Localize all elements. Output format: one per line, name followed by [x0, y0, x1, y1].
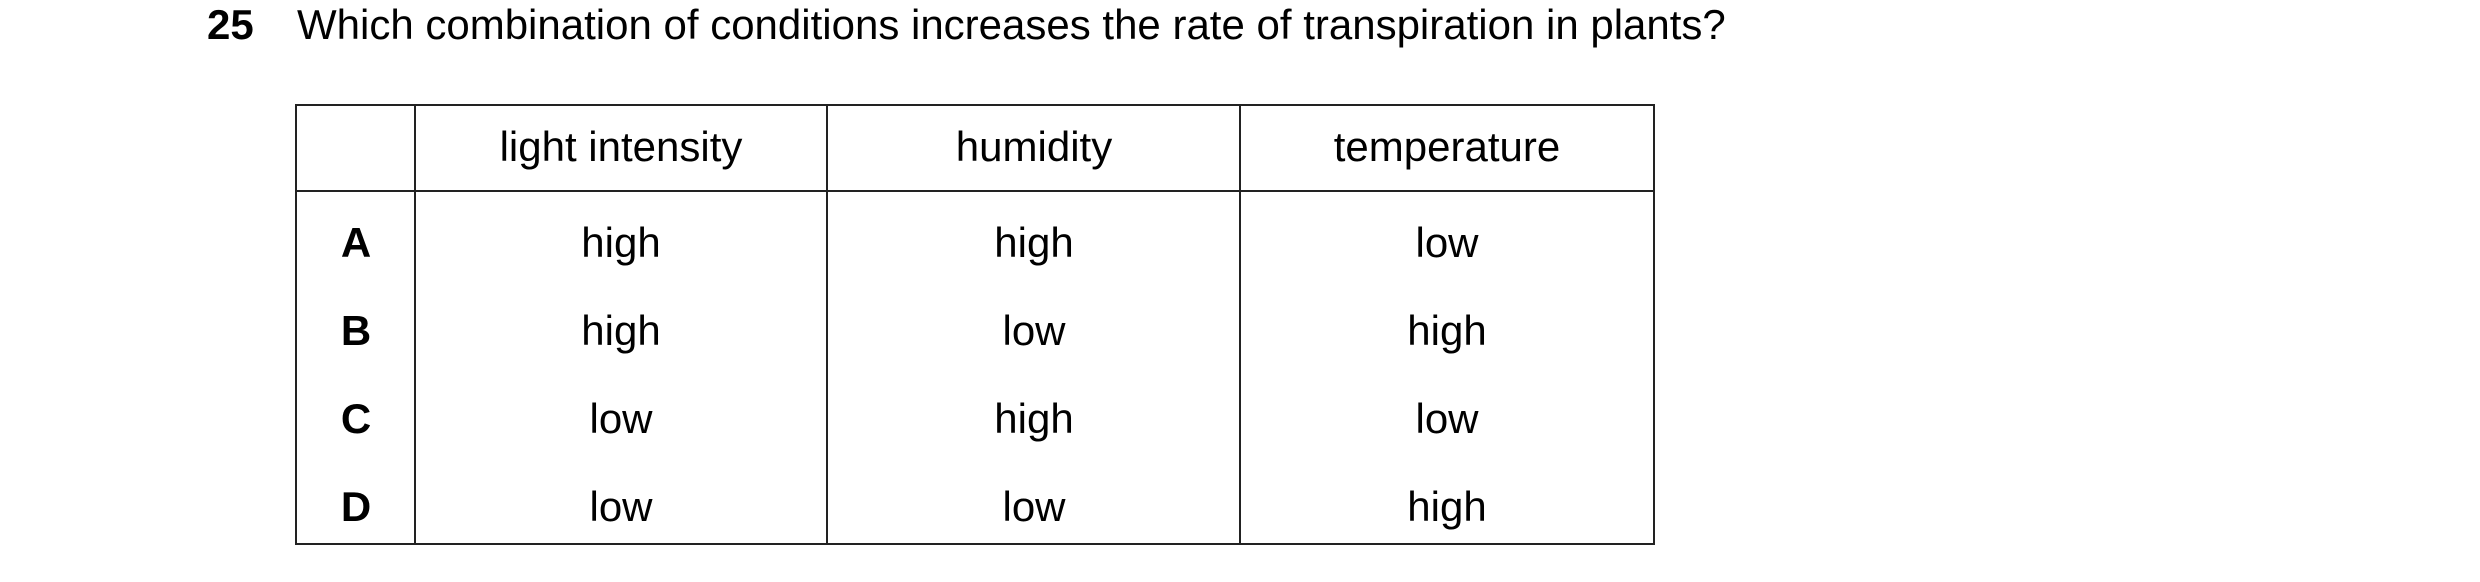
table-cell: low [1415, 395, 1479, 442]
question-text: Which combination of conditions increase… [297, 1, 1726, 48]
option-letter: C [341, 395, 371, 442]
table-cell: low [1415, 219, 1479, 266]
header-cell: temperature [1334, 123, 1560, 170]
table-cell: low [1002, 307, 1066, 354]
table-cell: high [1407, 307, 1486, 354]
header-cell: light intensity [500, 123, 743, 170]
option-letter: D [341, 483, 371, 530]
table-cell: high [994, 395, 1073, 442]
table-cell: high [581, 307, 660, 354]
table-cell: low [589, 483, 653, 530]
header-cell: humidity [956, 123, 1112, 170]
table-cell: high [581, 219, 660, 266]
option-letter: A [341, 219, 371, 266]
table-cell: high [1407, 483, 1486, 530]
table-border [295, 104, 1655, 545]
table-cell: low [589, 395, 653, 442]
question-number: 25 [207, 1, 254, 48]
option-letter: B [341, 307, 371, 354]
table-cell: high [994, 219, 1073, 266]
table-cell: low [1002, 483, 1066, 530]
